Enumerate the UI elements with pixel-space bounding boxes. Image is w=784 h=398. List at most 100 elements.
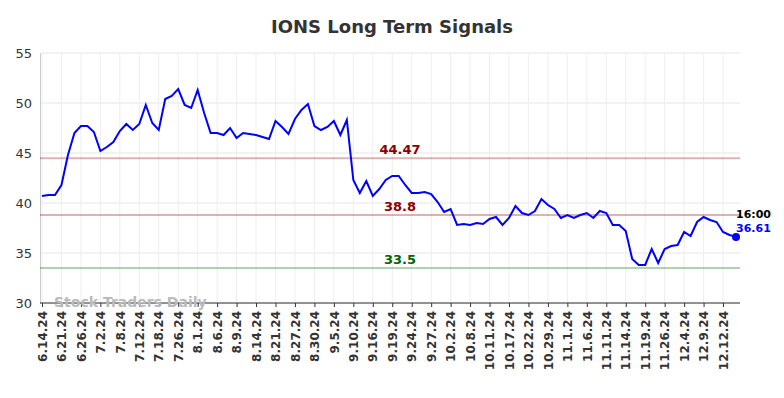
x-tick: 11.6.24 <box>581 303 595 362</box>
grid-line <box>80 53 81 303</box>
signal-line <box>40 267 740 269</box>
grid-line <box>625 53 626 303</box>
grid-line <box>528 53 529 303</box>
x-tick-label: 10.8.24 <box>464 311 478 362</box>
x-tick-mark <box>256 303 257 307</box>
x-tick-label: 6.14.24 <box>36 311 50 362</box>
x-tick: 9.10.24 <box>347 303 361 362</box>
signal-label: 33.5 <box>384 252 416 267</box>
x-tick: 10.2.24 <box>444 303 458 362</box>
x-tick-label: 9.10.24 <box>347 311 361 362</box>
x-tick-mark <box>237 303 238 307</box>
x-tick: 11.11.24 <box>600 303 614 370</box>
x-tick-mark <box>353 303 354 307</box>
x-tick: 12.9.24 <box>697 303 711 362</box>
x-tick: 8.21.24 <box>269 303 283 362</box>
signal-line <box>40 157 740 159</box>
x-tick-label: 7.18.24 <box>152 311 166 362</box>
x-tick-label: 11.11.24 <box>600 311 614 370</box>
x-tick-mark <box>684 303 685 307</box>
title: IONS Long Term Signals <box>271 16 513 37</box>
grid-line <box>450 53 451 303</box>
grid-line <box>372 53 373 303</box>
x-tick-label: 11.19.24 <box>639 311 653 370</box>
x-tick-label: 9.19.24 <box>386 311 400 362</box>
x-tick-mark <box>626 303 627 307</box>
x-tick: 6.14.24 <box>36 303 50 362</box>
x-tick-mark <box>295 303 296 307</box>
x-tick-label: 11.14.24 <box>619 311 633 370</box>
y-axis: 303540455055 <box>15 46 40 311</box>
y-tick-label: 35 <box>15 246 32 261</box>
grid-line <box>158 53 159 303</box>
x-tick: 6.26.24 <box>75 303 89 362</box>
x-tick-label: 10.22.24 <box>522 311 536 370</box>
last-time: 16:00 <box>736 208 771 221</box>
x-tick: 7.12.24 <box>133 303 147 362</box>
grid-line <box>100 53 101 303</box>
x-tick-label: 10.29.24 <box>542 311 556 370</box>
grid-line <box>703 53 704 303</box>
x-tick: 10.11.24 <box>483 303 497 370</box>
x-tick: 11.1.24 <box>561 303 575 362</box>
y-tick-label: 45 <box>15 146 32 161</box>
grid-line <box>42 53 43 303</box>
y-tick: 55 <box>15 46 40 61</box>
x-tick-mark <box>704 303 705 307</box>
x-tick-label: 7.26.24 <box>172 311 186 362</box>
grid <box>40 53 740 303</box>
x-tick: 11.14.24 <box>619 303 633 370</box>
x-tick-label: 6.21.24 <box>55 311 69 362</box>
x-tick: 10.29.24 <box>542 303 556 370</box>
grid-line <box>470 53 471 303</box>
x-tick-label: 8.1.24 <box>191 311 205 354</box>
last-value: 36.61 <box>736 222 771 235</box>
grid-line <box>567 53 568 303</box>
grid-line <box>217 53 218 303</box>
x-tick-label: 8.14.24 <box>250 311 264 362</box>
x-tick: 8.27.24 <box>289 303 303 362</box>
x-tick-mark <box>567 303 568 307</box>
grid-line <box>547 53 548 303</box>
x-tick-label: 9.5.24 <box>328 311 342 354</box>
y-tick: 40 <box>15 196 40 211</box>
x-tick: 6.21.24 <box>55 303 69 362</box>
grid-line <box>333 53 334 303</box>
x-tick: 8.9.24 <box>230 303 244 354</box>
x-tick-label: 6.26.24 <box>75 311 89 362</box>
x-tick-mark <box>490 303 491 307</box>
x-tick: 12.12.24 <box>717 303 731 370</box>
grid-line <box>431 53 432 303</box>
grid-line <box>40 53 740 54</box>
x-tick-label: 12.9.24 <box>697 311 711 362</box>
watermark: Stock Traders Daily <box>54 294 207 310</box>
grid-line <box>61 53 62 303</box>
plot-area <box>40 89 740 268</box>
grid-line <box>489 53 490 303</box>
x-tick-label: 8.27.24 <box>289 311 303 362</box>
grid-line <box>236 53 237 303</box>
y-tick: 35 <box>15 246 40 261</box>
x-tick: 10.22.24 <box>522 303 536 370</box>
signal-label: 44.47 <box>379 142 420 157</box>
x-tick-mark <box>334 303 335 307</box>
x-tick-mark <box>665 303 666 307</box>
x-tick: 8.1.24 <box>191 303 205 354</box>
x-tick-label: 11.6.24 <box>581 311 595 362</box>
x-tick: 9.24.24 <box>405 303 419 362</box>
signal-label: 38.8 <box>384 199 416 214</box>
chart: IONS Long Term Signals3035404550556.14.2… <box>0 0 784 398</box>
x-tick: 10.17.24 <box>503 303 517 370</box>
x-tick-mark <box>392 303 393 307</box>
x-tick-label: 9.16.24 <box>366 311 380 362</box>
x-tick-mark <box>509 303 510 307</box>
grid-line <box>139 53 140 303</box>
x-axis: 6.14.246.21.246.26.247.2.247.8.247.12.24… <box>36 303 740 370</box>
signal-line <box>40 214 740 216</box>
x-tick-label: 11.1.24 <box>561 311 575 362</box>
grid-line <box>119 53 120 303</box>
y-tick: 45 <box>15 146 40 161</box>
x-tick: 9.27.24 <box>425 303 439 362</box>
x-tick-mark <box>373 303 374 307</box>
x-tick: 8.14.24 <box>250 303 264 362</box>
